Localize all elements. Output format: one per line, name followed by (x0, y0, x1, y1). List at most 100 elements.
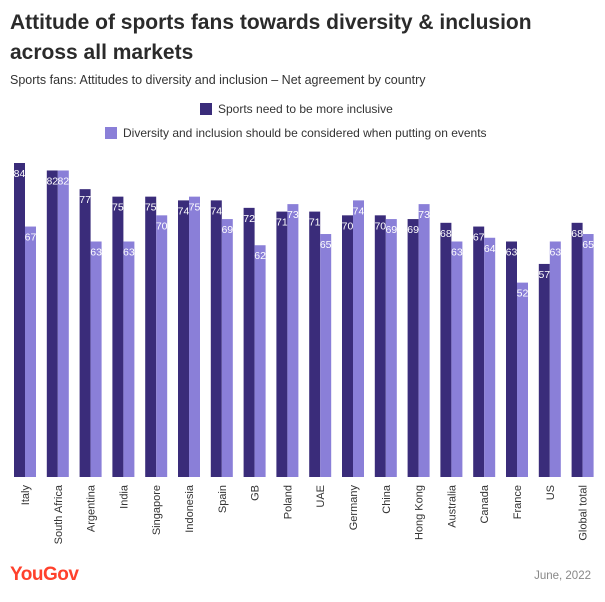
x-tick-label-4: Singapore (151, 485, 163, 535)
bar-series-2-5 (189, 196, 200, 477)
data-label-series-1-3: 75 (112, 202, 124, 214)
legend-item-series-1: Sports need to be more inclusive (200, 102, 393, 116)
data-label-series-1-13: 68 (440, 228, 452, 240)
data-label-series-1-17: 68 (571, 228, 583, 240)
chart-title: Attitude of sports fans towards diversit… (10, 11, 532, 64)
x-tick-label-2: Argentina (86, 484, 98, 532)
x-tick-label-8: Poland (282, 485, 294, 519)
data-label-series-2-11: 69 (385, 224, 397, 236)
bar-series-1-3 (112, 196, 124, 477)
data-label-series-1-1: 82 (46, 175, 58, 187)
data-label-series-1-7: 72 (243, 213, 255, 225)
footer-date: June, 2022 (534, 570, 591, 582)
bar-series-1-12 (407, 219, 419, 478)
data-label-series-2-0: 67 (25, 232, 37, 244)
data-label-series-2-12: 73 (418, 209, 430, 221)
data-label-series-1-4: 75 (145, 202, 157, 214)
x-tick-label-11: China (381, 484, 393, 514)
data-label-series-1-14: 67 (473, 232, 485, 244)
x-tick-label-14: Canada (479, 484, 491, 523)
bar-series-1-2 (79, 189, 91, 477)
legend-swatch-series-2 (105, 127, 117, 139)
data-label-series-2-3: 63 (123, 247, 135, 259)
x-tick-label-9: UAE (315, 485, 327, 508)
data-label-series-1-9: 71 (309, 217, 321, 229)
bar-series-2-6 (221, 219, 233, 478)
x-tick-label-17: Global total (578, 485, 590, 541)
data-label-series-2-8: 73 (287, 209, 299, 221)
x-tick-label-5: Indonesia (184, 484, 196, 533)
data-label-series-1-16: 57 (538, 269, 550, 281)
x-tick-label-7: GB (250, 485, 262, 501)
bar-series-2-7 (254, 245, 266, 477)
data-label-series-2-4: 70 (156, 220, 168, 232)
legend-label-series-1: Sports need to be more inclusive (218, 102, 393, 116)
bar-series-2-10 (353, 200, 364, 477)
bar-series-1-4 (145, 196, 157, 477)
bar-series-2-17 (582, 234, 594, 477)
x-tick-label-0: Italy (20, 485, 32, 506)
x-tick-label-15: France (512, 485, 524, 519)
data-label-series-1-11: 70 (374, 220, 386, 232)
bar-series-1-17 (571, 222, 583, 477)
data-label-series-2-6: 69 (221, 224, 233, 236)
data-label-series-1-15: 63 (506, 247, 518, 259)
data-label-series-1-5: 74 (178, 205, 190, 217)
bar-series-2-9 (320, 234, 332, 477)
x-tick-label-10: Germany (348, 485, 360, 531)
bar-series-1-10 (342, 215, 353, 478)
data-label-series-2-15: 52 (517, 288, 529, 300)
legend-label-series-2: Diversity and inclusion should be consid… (123, 126, 487, 140)
bar-series-2-11 (385, 219, 397, 478)
bar-series-2-16 (549, 241, 561, 477)
x-tick-label-3: India (118, 484, 130, 509)
bar-series-2-4 (156, 215, 168, 478)
bar-series-1-9 (309, 211, 321, 477)
bar-series-1-14 (473, 226, 485, 477)
bar-series-1-6 (210, 200, 222, 477)
data-label-series-1-8: 71 (276, 217, 288, 229)
bar-series-1-15 (506, 241, 517, 477)
bar-series-2-0 (25, 226, 36, 477)
bar-series-2-15 (517, 282, 528, 477)
x-tick-label-12: Hong Kong (414, 485, 426, 540)
bar-series-2-14 (484, 237, 496, 477)
data-label-series-2-2: 63 (90, 247, 102, 259)
data-label-series-2-5: 75 (189, 202, 201, 214)
data-label-series-2-13: 63 (451, 247, 463, 259)
x-tick-label-13: Australia (446, 484, 458, 528)
bar-series-2-8 (287, 204, 299, 477)
yougov-logo: YouGov (10, 564, 79, 585)
data-label-series-2-16: 63 (549, 247, 561, 259)
bar-series-2-1 (57, 170, 69, 477)
data-label-series-2-10: 74 (353, 205, 365, 217)
data-label-series-1-6: 74 (210, 205, 222, 217)
data-label-series-2-17: 65 (582, 239, 594, 251)
x-tick-label-6: Spain (217, 485, 229, 513)
bar-series-1-16 (538, 263, 550, 477)
bar-series-1-11 (374, 215, 386, 478)
x-tick-label-16: US (545, 485, 557, 500)
x-tick-label-1: South Africa (53, 484, 65, 544)
data-label-series-2-9: 65 (320, 239, 332, 251)
data-label-series-2-1: 82 (57, 175, 69, 187)
data-label-series-1-12: 69 (407, 224, 419, 236)
bar-series-1-1 (46, 170, 58, 477)
bar-series-2-3 (123, 241, 135, 477)
legend-item-series-2: Diversity and inclusion should be consid… (105, 126, 487, 140)
bar-series-1-13 (440, 222, 452, 477)
legend-swatch-series-1 (200, 103, 212, 115)
bar-series-2-12 (418, 204, 430, 477)
bar-series-1-8 (276, 211, 288, 477)
bar-series-1-5 (178, 200, 189, 477)
bar-series-1-7 (243, 207, 255, 477)
data-label-series-1-10: 70 (342, 220, 354, 232)
bar-series-2-2 (90, 241, 102, 477)
data-label-series-1-0: 84 (14, 168, 26, 180)
bar-series-1-0 (14, 163, 25, 477)
data-label-series-1-2: 77 (79, 194, 91, 206)
chart-subtitle: Sports fans: Attitudes to diversity and … (10, 73, 426, 87)
bar-series-2-13 (451, 241, 463, 477)
data-label-series-2-14: 64 (484, 243, 496, 255)
